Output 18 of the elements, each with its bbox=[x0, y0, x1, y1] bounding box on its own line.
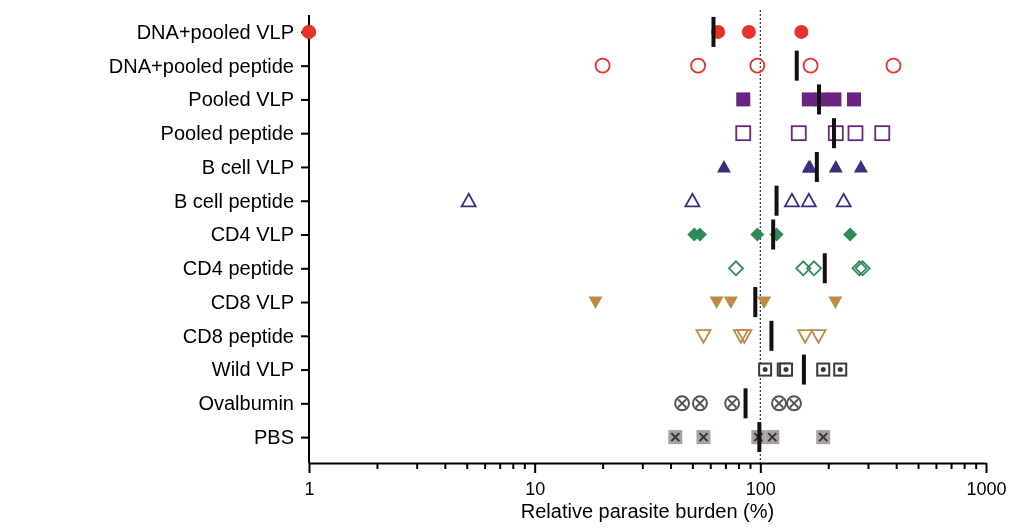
x-tick-label: 1000 bbox=[966, 479, 1007, 500]
y-tick-label: PBS bbox=[253, 426, 294, 449]
x-tick-label: 100 bbox=[745, 479, 776, 500]
y-tick-label: B cell peptide bbox=[173, 189, 294, 212]
x-axis-title: Relative parasite burden (%) bbox=[520, 500, 775, 522]
y-tick-label: Wild VLP bbox=[211, 358, 294, 381]
y-tick-label: DNA+pooled peptide bbox=[108, 54, 294, 77]
y-tick-label: Ovalbumin bbox=[198, 392, 294, 415]
x-tick-label: 1 bbox=[304, 479, 315, 500]
y-tick-label: CD4 VLP bbox=[210, 223, 294, 246]
y-tick-label: CD8 VLP bbox=[210, 290, 294, 313]
x-tick-label: 10 bbox=[525, 479, 546, 500]
y-tick-label: B cell VLP bbox=[201, 155, 294, 178]
y-tick-label: CD8 peptide bbox=[182, 324, 294, 347]
y-tick-label: DNA+pooled VLP bbox=[136, 20, 294, 43]
y-tick-label: Pooled VLP bbox=[188, 88, 294, 111]
y-tick-label: Pooled peptide bbox=[160, 122, 294, 145]
y-tick-label: CD4 peptide bbox=[182, 257, 294, 280]
